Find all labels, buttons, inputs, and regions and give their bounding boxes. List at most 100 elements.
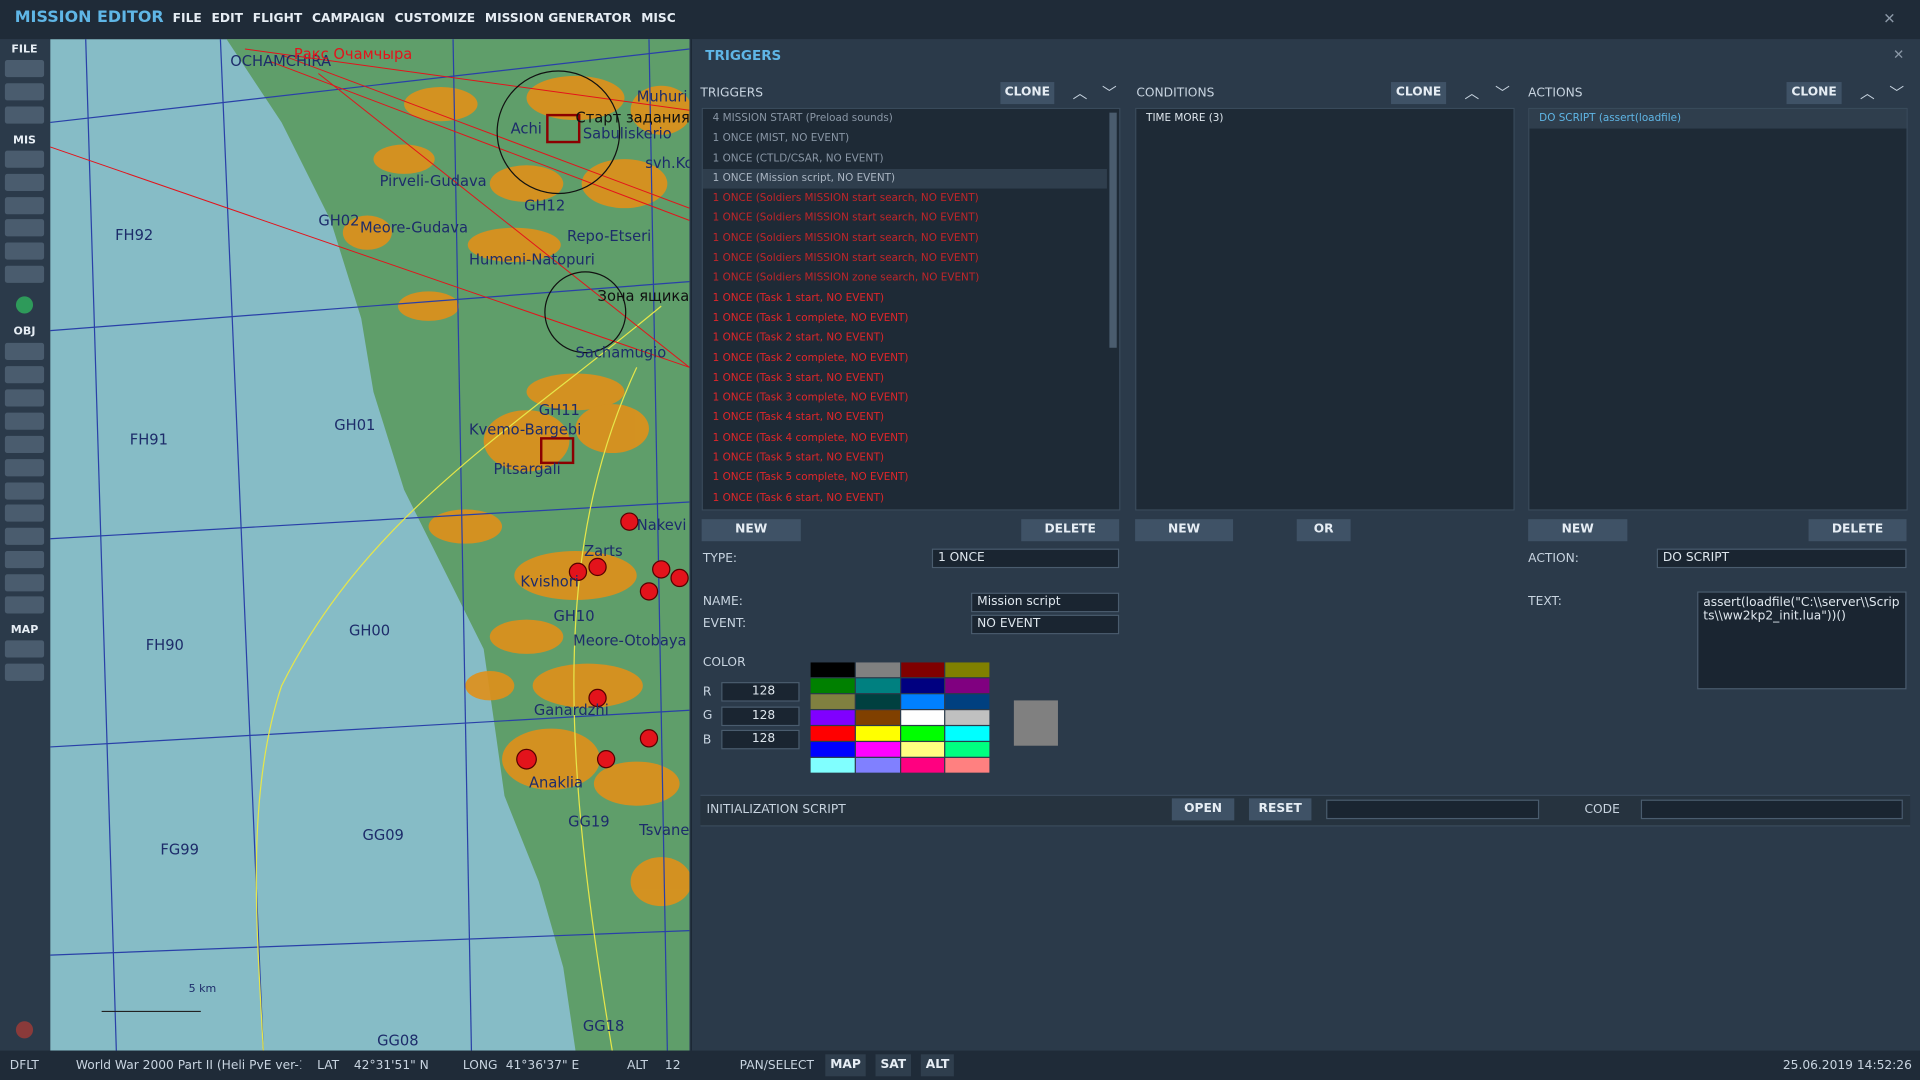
color-swatch[interactable] <box>900 757 945 773</box>
new-trigger[interactable]: NEW <box>701 519 801 542</box>
new-action[interactable]: NEW <box>1528 519 1628 542</box>
color-swatch[interactable] <box>945 726 990 741</box>
reset-button[interactable]: RESET <box>1248 798 1312 821</box>
close-panel[interactable]: ✕ <box>1893 46 1905 63</box>
move-down[interactable]: ﹀ <box>1889 84 1905 102</box>
move-down[interactable]: ﹀ <box>1102 84 1117 102</box>
color-swatch[interactable] <box>900 678 945 694</box>
name-input[interactable]: Mission script <box>971 592 1120 613</box>
trigger-item[interactable]: 1 ONCE (Soldiers MISSION start search, N… <box>712 192 979 205</box>
color-swatch[interactable] <box>945 710 990 725</box>
tool-button[interactable] <box>4 504 45 522</box>
tool-button[interactable] <box>15 296 34 314</box>
color-swatch[interactable] <box>900 662 945 678</box>
move-down[interactable]: ﹀ <box>1495 84 1510 102</box>
color-swatch[interactable] <box>810 662 855 678</box>
map-mode-button[interactable]: ALT <box>920 1054 955 1077</box>
menu-item[interactable]: CAMPAIGN <box>311 12 385 26</box>
tool-button[interactable] <box>4 551 45 569</box>
color-swatch[interactable] <box>810 742 855 757</box>
tool-button[interactable] <box>4 640 45 658</box>
trigger-item[interactable]: 1 ONCE (Task 4 complete, NO EVENT) <box>712 431 909 445</box>
script-text[interactable]: assert(loadfile("C:\\server\\Scripts\\ww… <box>1697 591 1907 690</box>
color-swatch[interactable] <box>810 710 855 725</box>
trigger-item[interactable]: 1 ONCE (Mission script, NO EVENT) <box>702 168 1107 189</box>
tool-button[interactable] <box>4 435 45 454</box>
trigger-item[interactable]: 1 ONCE (Task 2 complete, NO EVENT) <box>712 352 909 365</box>
tool-button[interactable] <box>4 459 45 477</box>
trigger-item[interactable]: 1 ONCE (Task 1 start, NO EVENT) <box>712 292 885 305</box>
color-swatch[interactable] <box>855 742 900 757</box>
tool-button[interactable] <box>4 173 45 192</box>
map-mode-button[interactable]: MAP <box>825 1054 866 1077</box>
color-swatch[interactable] <box>945 678 990 694</box>
b-input[interactable]: 128 <box>721 729 800 750</box>
color-swatch[interactable] <box>855 662 900 678</box>
tool-button[interactable] <box>4 342 45 361</box>
color-swatch[interactable] <box>945 694 990 709</box>
init-file-input[interactable] <box>1326 799 1540 820</box>
tool-button[interactable] <box>15 1021 34 1039</box>
close-app[interactable]: ✕ <box>1883 9 1896 27</box>
tool-button[interactable] <box>4 527 45 545</box>
color-swatch[interactable] <box>810 678 855 694</box>
color-swatch[interactable] <box>855 678 900 694</box>
tool-button[interactable] <box>4 197 45 215</box>
r-input[interactable]: 128 <box>721 682 800 702</box>
tool-button[interactable] <box>4 150 45 168</box>
delete-action[interactable]: DELETE <box>1808 519 1907 542</box>
color-swatch[interactable] <box>855 710 900 725</box>
trigger-item[interactable]: 1 ONCE (Task 1 complete, NO EVENT) <box>712 312 909 325</box>
trigger-item[interactable]: 1 ONCE (Task 3 start, NO EVENT) <box>712 372 885 385</box>
color-swatch[interactable] <box>900 694 945 709</box>
trigger-item[interactable]: 1 ONCE (Task 5 complete, NO EVENT) <box>712 471 909 485</box>
color-swatch[interactable] <box>900 710 945 725</box>
trigger-item[interactable]: 1 ONCE (Soldiers MISSION start search, N… <box>712 232 979 245</box>
color-swatch[interactable] <box>810 694 855 709</box>
move-up[interactable]: ︿ <box>1860 84 1875 102</box>
event-dropdown[interactable]: NO EVENT <box>971 614 1120 635</box>
new-condition[interactable]: NEW <box>1135 519 1234 542</box>
trigger-item[interactable]: 1 ONCE (MIST, NO EVENT) <box>712 132 850 145</box>
type-dropdown[interactable]: 1 ONCE <box>931 548 1120 569</box>
color-swatch[interactable] <box>855 726 900 741</box>
color-swatch[interactable] <box>855 757 900 773</box>
trigger-item[interactable]: 1 ONCE (Task 4 start, NO EVENT) <box>712 411 885 425</box>
trigger-item[interactable]: 4 MISSION START (Preload sounds) <box>712 112 893 125</box>
tool-button[interactable] <box>4 482 45 500</box>
tool-button[interactable] <box>4 219 45 237</box>
color-swatch[interactable] <box>945 742 990 757</box>
tool-button[interactable] <box>4 596 45 614</box>
color-swatch[interactable] <box>810 726 855 741</box>
color-swatch[interactable] <box>945 757 990 773</box>
color-swatch[interactable] <box>945 662 990 678</box>
tool-button[interactable] <box>4 366 45 384</box>
color-swatch[interactable] <box>855 694 900 709</box>
tool-button[interactable] <box>4 574 45 592</box>
or-button[interactable]: OR <box>1296 519 1351 542</box>
map-mode-button[interactable]: SAT <box>875 1054 912 1077</box>
color-swatch[interactable] <box>810 757 855 773</box>
tool-button[interactable] <box>4 60 45 78</box>
clone-button[interactable]: CLONE <box>1786 82 1842 105</box>
code-input[interactable] <box>1640 799 1903 820</box>
move-up[interactable]: ︿ <box>1072 84 1088 102</box>
condition-item[interactable]: TIME MORE (3) <box>1146 112 1224 125</box>
g-input[interactable]: 128 <box>721 706 800 727</box>
tool-button[interactable] <box>4 106 45 124</box>
action-item[interactable]: DO SCRIPT (assert(loadfile) <box>1529 108 1907 129</box>
trigger-item[interactable]: 1 ONCE (Task 6 start, NO EVENT) <box>712 491 885 505</box>
open-button[interactable]: OPEN <box>1171 798 1235 821</box>
tool-button[interactable] <box>4 242 45 260</box>
clone-button[interactable]: CLONE <box>1000 82 1055 105</box>
trigger-item[interactable]: 1 ONCE (Task 3 complete, NO EVENT) <box>712 392 909 405</box>
move-up[interactable]: ︿ <box>1464 84 1480 102</box>
color-swatch[interactable] <box>900 726 945 741</box>
color-swatch[interactable] <box>900 742 945 757</box>
menu-item[interactable]: EDIT <box>211 12 244 26</box>
profile[interactable]: DFLT <box>9 1059 39 1073</box>
tool-button[interactable] <box>4 83 45 101</box>
tool-button[interactable] <box>4 265 45 283</box>
trigger-item[interactable]: 1 ONCE (Soldiers MISSION start search, N… <box>712 212 979 225</box>
menu-item[interactable]: FLIGHT <box>252 12 303 26</box>
